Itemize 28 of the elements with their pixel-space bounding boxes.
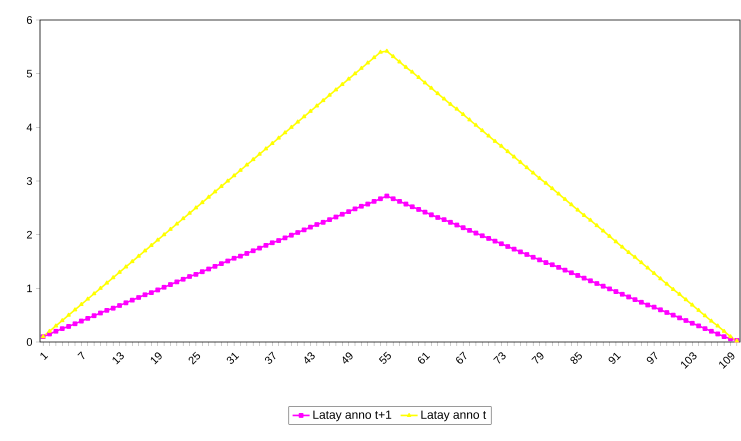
x-tick-label: 19 [150, 352, 162, 364]
x-tick-label: 43 [304, 352, 315, 364]
x-tick-label: 97 [646, 351, 658, 364]
x-tick-label: 25 [188, 352, 200, 365]
legend-label: Latay anno t [421, 410, 486, 422]
y-tick-label: 1 [27, 284, 32, 292]
x-tick-label: 67 [456, 351, 466, 364]
x-tick-label: 1 [40, 352, 48, 360]
x-tick-label: 37 [264, 351, 276, 364]
y-tick-label: 3 [26, 177, 32, 185]
x-tick-label: 31 [226, 352, 240, 364]
x-tick-label: 49 [342, 352, 353, 364]
y-tick-label: 0 [26, 338, 32, 346]
x-tick-label: 7 [77, 351, 84, 360]
y-tick-label: 5 [26, 70, 32, 78]
y-tick-label: 4 [26, 124, 32, 132]
x-tick-label: 55 [378, 352, 391, 364]
x-tick-label: 103 [681, 352, 697, 369]
x-tick-label: 109 [719, 352, 734, 369]
x-tick-label: 85 [570, 352, 582, 364]
x-tick-label: 13 [112, 352, 124, 364]
x-tick-label: 61 [418, 352, 430, 364]
legend-label: Latay anno t+1 [313, 410, 392, 422]
x-tick-label: 73 [493, 352, 506, 364]
y-tick-label: 6 [26, 16, 32, 24]
x-tick-label: 91 [608, 352, 621, 364]
y-tick-label: 2 [26, 230, 32, 238]
x-tick-label: 79 [531, 352, 544, 364]
